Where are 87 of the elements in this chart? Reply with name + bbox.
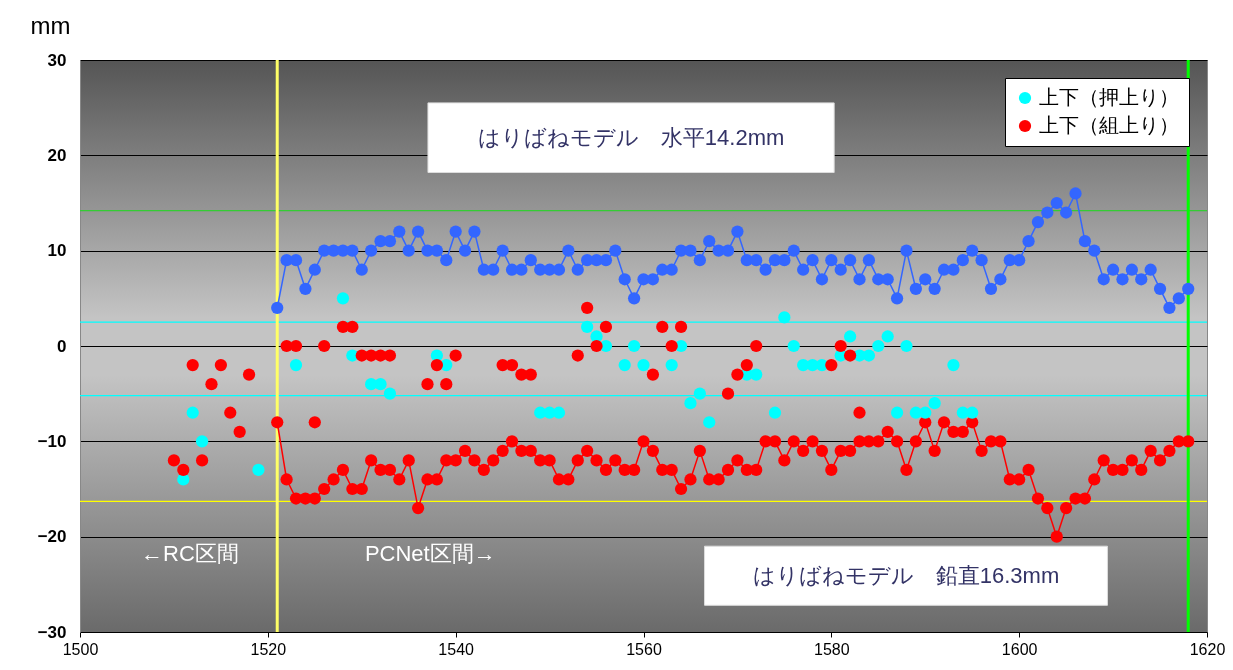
point bbox=[383, 387, 397, 400]
point bbox=[637, 358, 650, 372]
point bbox=[768, 406, 782, 419]
point bbox=[656, 320, 669, 334]
annotation: PCNet区間→ bbox=[364, 540, 496, 566]
point bbox=[186, 406, 199, 419]
point bbox=[318, 339, 331, 353]
point bbox=[167, 454, 181, 467]
point bbox=[825, 358, 838, 372]
point bbox=[224, 406, 237, 419]
annotation: はりばねモデル 鉛直16.3mm bbox=[752, 562, 1060, 588]
point bbox=[750, 368, 763, 381]
point bbox=[919, 406, 932, 419]
point bbox=[599, 320, 613, 334]
annotation: はりばねモデル 水平14.2mm bbox=[477, 124, 785, 150]
point bbox=[750, 339, 763, 353]
y-axis-title: mm bbox=[30, 11, 71, 39]
point bbox=[947, 358, 960, 372]
point bbox=[900, 339, 913, 353]
point bbox=[618, 358, 631, 372]
point bbox=[890, 406, 904, 419]
x-tick-label: 1560 bbox=[626, 640, 662, 658]
x-tick-label: 1520 bbox=[250, 640, 287, 658]
point bbox=[778, 311, 791, 324]
point bbox=[289, 358, 303, 372]
legend-label: 上下（組上り） bbox=[1039, 114, 1179, 136]
x-tick-label: 1540 bbox=[438, 640, 475, 658]
y-tick-label: 20 bbox=[47, 145, 67, 165]
point bbox=[787, 339, 800, 353]
point bbox=[740, 358, 753, 372]
point bbox=[646, 368, 660, 381]
point bbox=[374, 378, 387, 391]
point bbox=[843, 349, 857, 362]
y-tick-label: 0 bbox=[57, 336, 67, 356]
point bbox=[383, 349, 397, 362]
point bbox=[505, 358, 519, 372]
point bbox=[581, 320, 594, 334]
y-tick-label: 30 bbox=[47, 50, 67, 70]
point bbox=[843, 330, 857, 343]
point bbox=[693, 387, 706, 400]
point bbox=[195, 454, 209, 467]
point bbox=[872, 339, 885, 353]
point bbox=[195, 435, 209, 448]
point bbox=[966, 406, 979, 419]
point bbox=[421, 378, 434, 391]
point bbox=[346, 320, 359, 334]
point bbox=[684, 397, 697, 410]
point bbox=[177, 463, 190, 477]
point bbox=[186, 358, 199, 372]
point bbox=[552, 406, 566, 419]
point bbox=[665, 339, 678, 353]
x-tick-label: 1500 bbox=[62, 640, 99, 658]
y-tick-label: −20 bbox=[37, 527, 67, 547]
legend-label: 上下（押上り） bbox=[1039, 86, 1179, 108]
point bbox=[449, 349, 462, 362]
point bbox=[853, 406, 866, 419]
point bbox=[627, 339, 641, 353]
point bbox=[721, 387, 735, 400]
point bbox=[674, 320, 688, 334]
point bbox=[205, 378, 218, 391]
point bbox=[862, 349, 876, 362]
point bbox=[289, 339, 303, 353]
point bbox=[571, 349, 584, 362]
point bbox=[881, 330, 894, 343]
point bbox=[581, 301, 594, 314]
point bbox=[440, 378, 453, 391]
point bbox=[308, 416, 321, 429]
y-tick-label: 10 bbox=[47, 241, 67, 261]
y-tick-label: −30 bbox=[37, 622, 67, 642]
y-tick-label: −10 bbox=[37, 431, 67, 451]
x-tick-label: 1580 bbox=[814, 640, 850, 658]
point bbox=[928, 397, 941, 410]
point bbox=[590, 339, 603, 353]
x-tick-label: 1620 bbox=[1189, 640, 1226, 658]
point bbox=[430, 358, 444, 372]
annotation: ←RC区間 bbox=[140, 540, 239, 566]
point bbox=[214, 358, 227, 372]
point bbox=[731, 368, 744, 381]
point bbox=[665, 358, 678, 372]
point bbox=[703, 416, 716, 429]
point bbox=[834, 339, 847, 353]
point bbox=[336, 292, 350, 305]
x-tick-label: 1600 bbox=[1001, 640, 1038, 658]
point bbox=[242, 368, 256, 381]
point bbox=[252, 463, 265, 477]
point bbox=[233, 425, 246, 438]
point bbox=[524, 368, 537, 381]
